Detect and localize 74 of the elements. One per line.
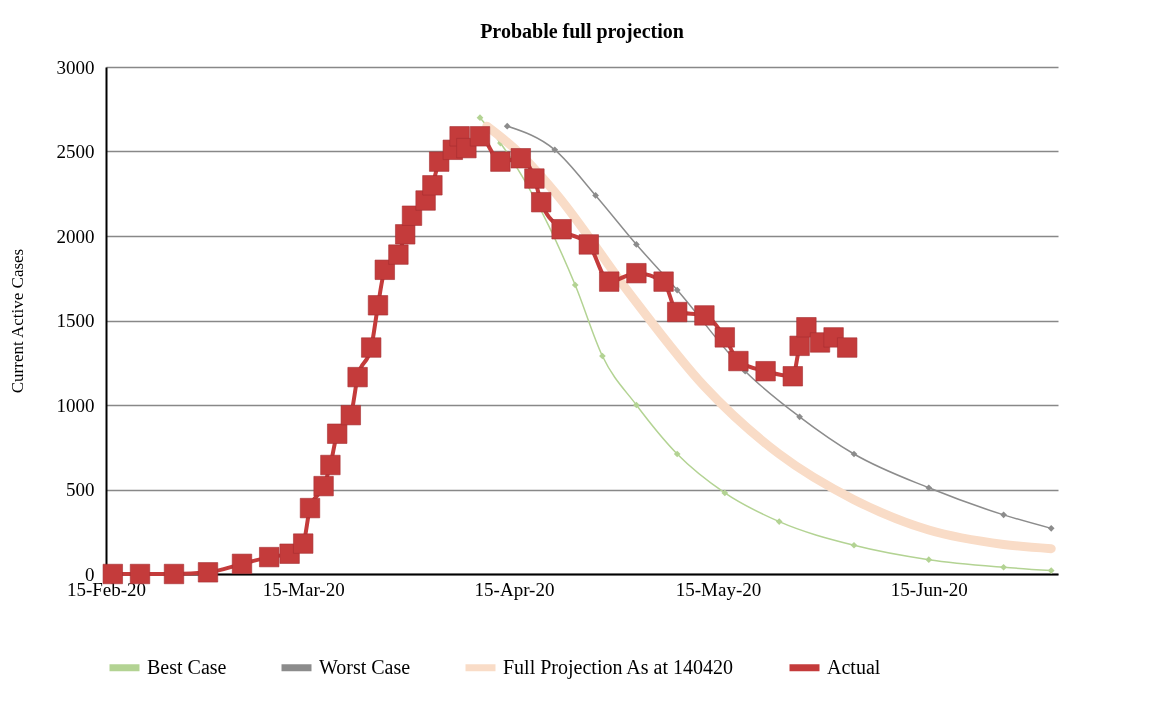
- y-tick-label: 2500: [56, 141, 95, 162]
- point: [789, 335, 810, 356]
- point: [592, 192, 599, 199]
- y-axis-title: Current Active Cases: [7, 248, 27, 394]
- point: [925, 484, 933, 492]
- point: [775, 518, 783, 525]
- point: [551, 219, 572, 240]
- y-tick-label: 2000: [56, 225, 95, 247]
- point: [401, 205, 423, 226]
- point: [422, 175, 443, 196]
- point: [653, 271, 674, 292]
- point: [163, 563, 185, 585]
- point: [796, 413, 803, 421]
- legend-label: Best Case: [147, 655, 227, 678]
- point: [347, 367, 368, 388]
- point: [837, 337, 858, 358]
- point: [197, 562, 219, 583]
- point: [714, 327, 735, 348]
- y-tick-label: 1000: [56, 394, 95, 416]
- point: [367, 295, 389, 316]
- point: [361, 337, 382, 358]
- point: [469, 126, 491, 147]
- point: [340, 405, 361, 426]
- point: [796, 317, 817, 338]
- point: [531, 192, 552, 213]
- point: [313, 476, 334, 497]
- point: [476, 114, 484, 122]
- y-tick-label: 500: [66, 479, 95, 500]
- point: [1000, 511, 1007, 519]
- point: [551, 146, 559, 154]
- x-tick-label: 15-Apr-20: [474, 578, 555, 600]
- point: [633, 241, 640, 248]
- point: [667, 302, 688, 323]
- point: [925, 556, 933, 563]
- point: [510, 148, 531, 169]
- legend-label: Full Projection As at 140420: [503, 655, 733, 679]
- point: [694, 305, 715, 326]
- y-tick-label: 1500: [56, 310, 95, 331]
- point: [571, 281, 579, 289]
- point: [503, 122, 511, 130]
- point: [850, 450, 858, 458]
- point: [374, 259, 395, 280]
- point: [388, 244, 409, 265]
- legend-label: Worst Case: [319, 655, 411, 678]
- point: [320, 454, 341, 476]
- point: [1047, 525, 1055, 532]
- point: [395, 224, 416, 245]
- point: [293, 533, 314, 554]
- x-tick-label: 15-May-20: [675, 578, 762, 600]
- point: [231, 553, 253, 574]
- point: [728, 351, 749, 372]
- point: [850, 541, 858, 549]
- point: [490, 151, 511, 172]
- point: [782, 366, 803, 387]
- point: [524, 168, 545, 189]
- point: [755, 361, 776, 382]
- point: [578, 234, 599, 255]
- y-tick-label: 3000: [56, 56, 95, 78]
- x-tick-label: 15-Jun-20: [890, 578, 968, 600]
- point: [673, 286, 681, 294]
- point: [626, 263, 647, 284]
- point: [102, 563, 123, 585]
- x-tick-label: 15-Mar-20: [262, 578, 345, 600]
- chart-title: Probable full projection: [480, 20, 684, 43]
- point: [1000, 563, 1007, 571]
- point: [259, 547, 280, 568]
- point: [673, 450, 681, 458]
- point: [1047, 567, 1055, 574]
- point: [599, 271, 620, 292]
- point: [721, 489, 729, 497]
- point: [299, 498, 321, 519]
- point: [129, 563, 151, 585]
- legend-label: Actual: [827, 655, 881, 678]
- point: [327, 423, 348, 444]
